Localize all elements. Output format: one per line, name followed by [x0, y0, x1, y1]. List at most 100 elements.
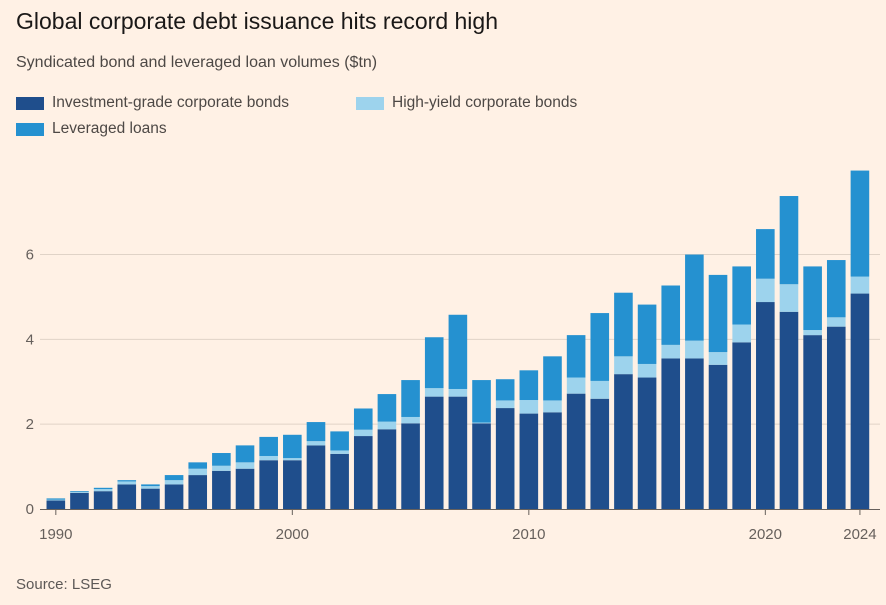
bar-segment-investment-grade: [543, 412, 562, 509]
bar-segment-investment-grade: [708, 364, 728, 509]
bar-segment-high-yield: [306, 441, 326, 446]
bar-segment-high-yield: [661, 344, 681, 359]
bar-segment-high-yield: [566, 377, 586, 394]
bar-segment-leveraged-loans: [803, 266, 822, 331]
bar-segment-high-yield: [164, 480, 184, 485]
y-tick-label: 0: [26, 501, 34, 518]
bar-segment-high-yield: [377, 421, 397, 430]
legend-item-leveraged-loans: Leveraged loans: [16, 120, 167, 138]
bar-segment-leveraged-loans: [46, 498, 66, 500]
bar-segment-investment-grade: [46, 500, 66, 509]
bar-segment-investment-grade: [330, 453, 349, 509]
bar-segment-leveraged-loans: [850, 170, 870, 277]
bar-segment-leveraged-loans: [401, 380, 420, 417]
legend-item-high-yield: High-yield corporate bonds: [356, 94, 577, 112]
bar-segment-investment-grade: [826, 326, 846, 509]
bar-segment-leveraged-loans: [566, 335, 586, 378]
legend-label-investment-grade: Investment-grade corporate bonds: [52, 94, 289, 111]
bar-segment-leveraged-loans: [472, 380, 491, 423]
bar-segment-leveraged-loans: [141, 484, 160, 487]
bar-segment-leveraged-loans: [708, 274, 728, 353]
chart-title: Global corporate debt issuance hits reco…: [16, 8, 499, 34]
y-tick-label: 6: [26, 247, 34, 264]
y-tick-label: 4: [26, 331, 34, 348]
bar-segment-investment-grade: [283, 460, 302, 509]
bar-segment-high-yield: [519, 400, 539, 414]
bar-segment-leveraged-loans: [70, 491, 89, 493]
bar-segment-leveraged-loans: [212, 453, 231, 466]
bar-segment-leveraged-loans: [117, 480, 137, 482]
bar-segment-investment-grade: [614, 374, 633, 509]
bar-segment-high-yield: [212, 465, 231, 471]
bar-segment-high-yield: [732, 324, 751, 343]
legend-swatch-leveraged-loans: [16, 122, 44, 136]
bar-segment-high-yield: [93, 489, 113, 492]
bar-segment-leveraged-loans: [330, 431, 349, 451]
bar-segment-leveraged-loans: [661, 285, 681, 345]
bar-segment-high-yield: [70, 492, 89, 493]
bar-segment-high-yield: [141, 486, 160, 489]
bar-segment-high-yield: [803, 330, 822, 336]
bar-segment-leveraged-loans: [495, 379, 515, 401]
bar-segment-investment-grade: [472, 423, 491, 509]
bar-segment-high-yield: [424, 388, 444, 397]
bar-segment-investment-grade: [377, 429, 397, 509]
bar-segment-leveraged-loans: [590, 313, 610, 381]
bar-segment-investment-grade: [259, 460, 278, 509]
bar-segment-investment-grade: [424, 396, 444, 509]
bar-segment-leveraged-loans: [756, 229, 775, 279]
bar-segment-investment-grade: [756, 302, 775, 509]
bar-segment-investment-grade: [212, 470, 231, 509]
bar-segment-high-yield: [850, 276, 870, 294]
bar-segment-high-yield: [708, 352, 728, 365]
bar-segment-high-yield: [448, 388, 468, 397]
bar-segment-leveraged-loans: [826, 260, 846, 318]
bar-segment-leveraged-loans: [306, 422, 326, 442]
bar-segment-high-yield: [637, 363, 657, 378]
bar-segment-investment-grade: [850, 293, 870, 509]
bar-segment-leveraged-loans: [685, 254, 704, 341]
bar-segment-investment-grade: [306, 445, 326, 509]
chart-subtitle: Syndicated bond and leveraged loan volum…: [16, 54, 378, 71]
bar-segment-investment-grade: [803, 335, 822, 509]
bar-segment-leveraged-loans: [377, 394, 397, 422]
bar-segment-investment-grade: [401, 423, 420, 509]
bar-segment-high-yield: [330, 450, 349, 454]
bar-segment-investment-grade: [70, 492, 89, 509]
bar-segment-investment-grade: [117, 484, 137, 509]
bar-segment-leveraged-loans: [543, 356, 562, 401]
bar-segment-leveraged-loans: [259, 436, 278, 456]
bar-segment-high-yield: [353, 429, 373, 437]
bar-segment-leveraged-loans: [188, 462, 208, 469]
bar-segment-leveraged-loans: [614, 292, 633, 357]
bar-segment-investment-grade: [448, 396, 468, 509]
bar-segment-leveraged-loans: [283, 434, 302, 459]
bar-segment-high-yield: [590, 380, 610, 399]
bar-segment-leveraged-loans: [448, 314, 468, 389]
bar-segment-high-yield: [117, 481, 137, 485]
source-note: Source: LSEG: [16, 576, 112, 593]
bar-segment-high-yield: [614, 356, 633, 375]
bar-segment-investment-grade: [188, 475, 208, 509]
bar-segment-high-yield: [756, 278, 775, 303]
x-tick-label: 2020: [749, 526, 782, 543]
bar-segment-investment-grade: [141, 488, 160, 509]
bar-segment-leveraged-loans: [235, 445, 255, 463]
bar-segment-high-yield: [259, 455, 278, 461]
bar-segment-investment-grade: [353, 436, 373, 509]
bar-segment-leveraged-loans: [779, 196, 799, 285]
x-tick-label: 2024: [843, 526, 876, 543]
bar-segment-high-yield: [826, 317, 846, 327]
x-tick-label: 2010: [512, 526, 545, 543]
bar-segment-investment-grade: [519, 413, 539, 509]
bar-segment-leveraged-loans: [164, 475, 184, 481]
bar-segment-high-yield: [495, 400, 515, 409]
bar-segment-leveraged-loans: [732, 266, 751, 325]
bar-segment-investment-grade: [590, 398, 610, 509]
bar-segment-investment-grade: [495, 408, 515, 509]
bar-segment-high-yield: [401, 416, 420, 424]
bar-segment-investment-grade: [732, 342, 751, 509]
legend-item-investment-grade: Investment-grade corporate bonds: [16, 94, 289, 112]
bar-segment-investment-grade: [779, 311, 799, 509]
